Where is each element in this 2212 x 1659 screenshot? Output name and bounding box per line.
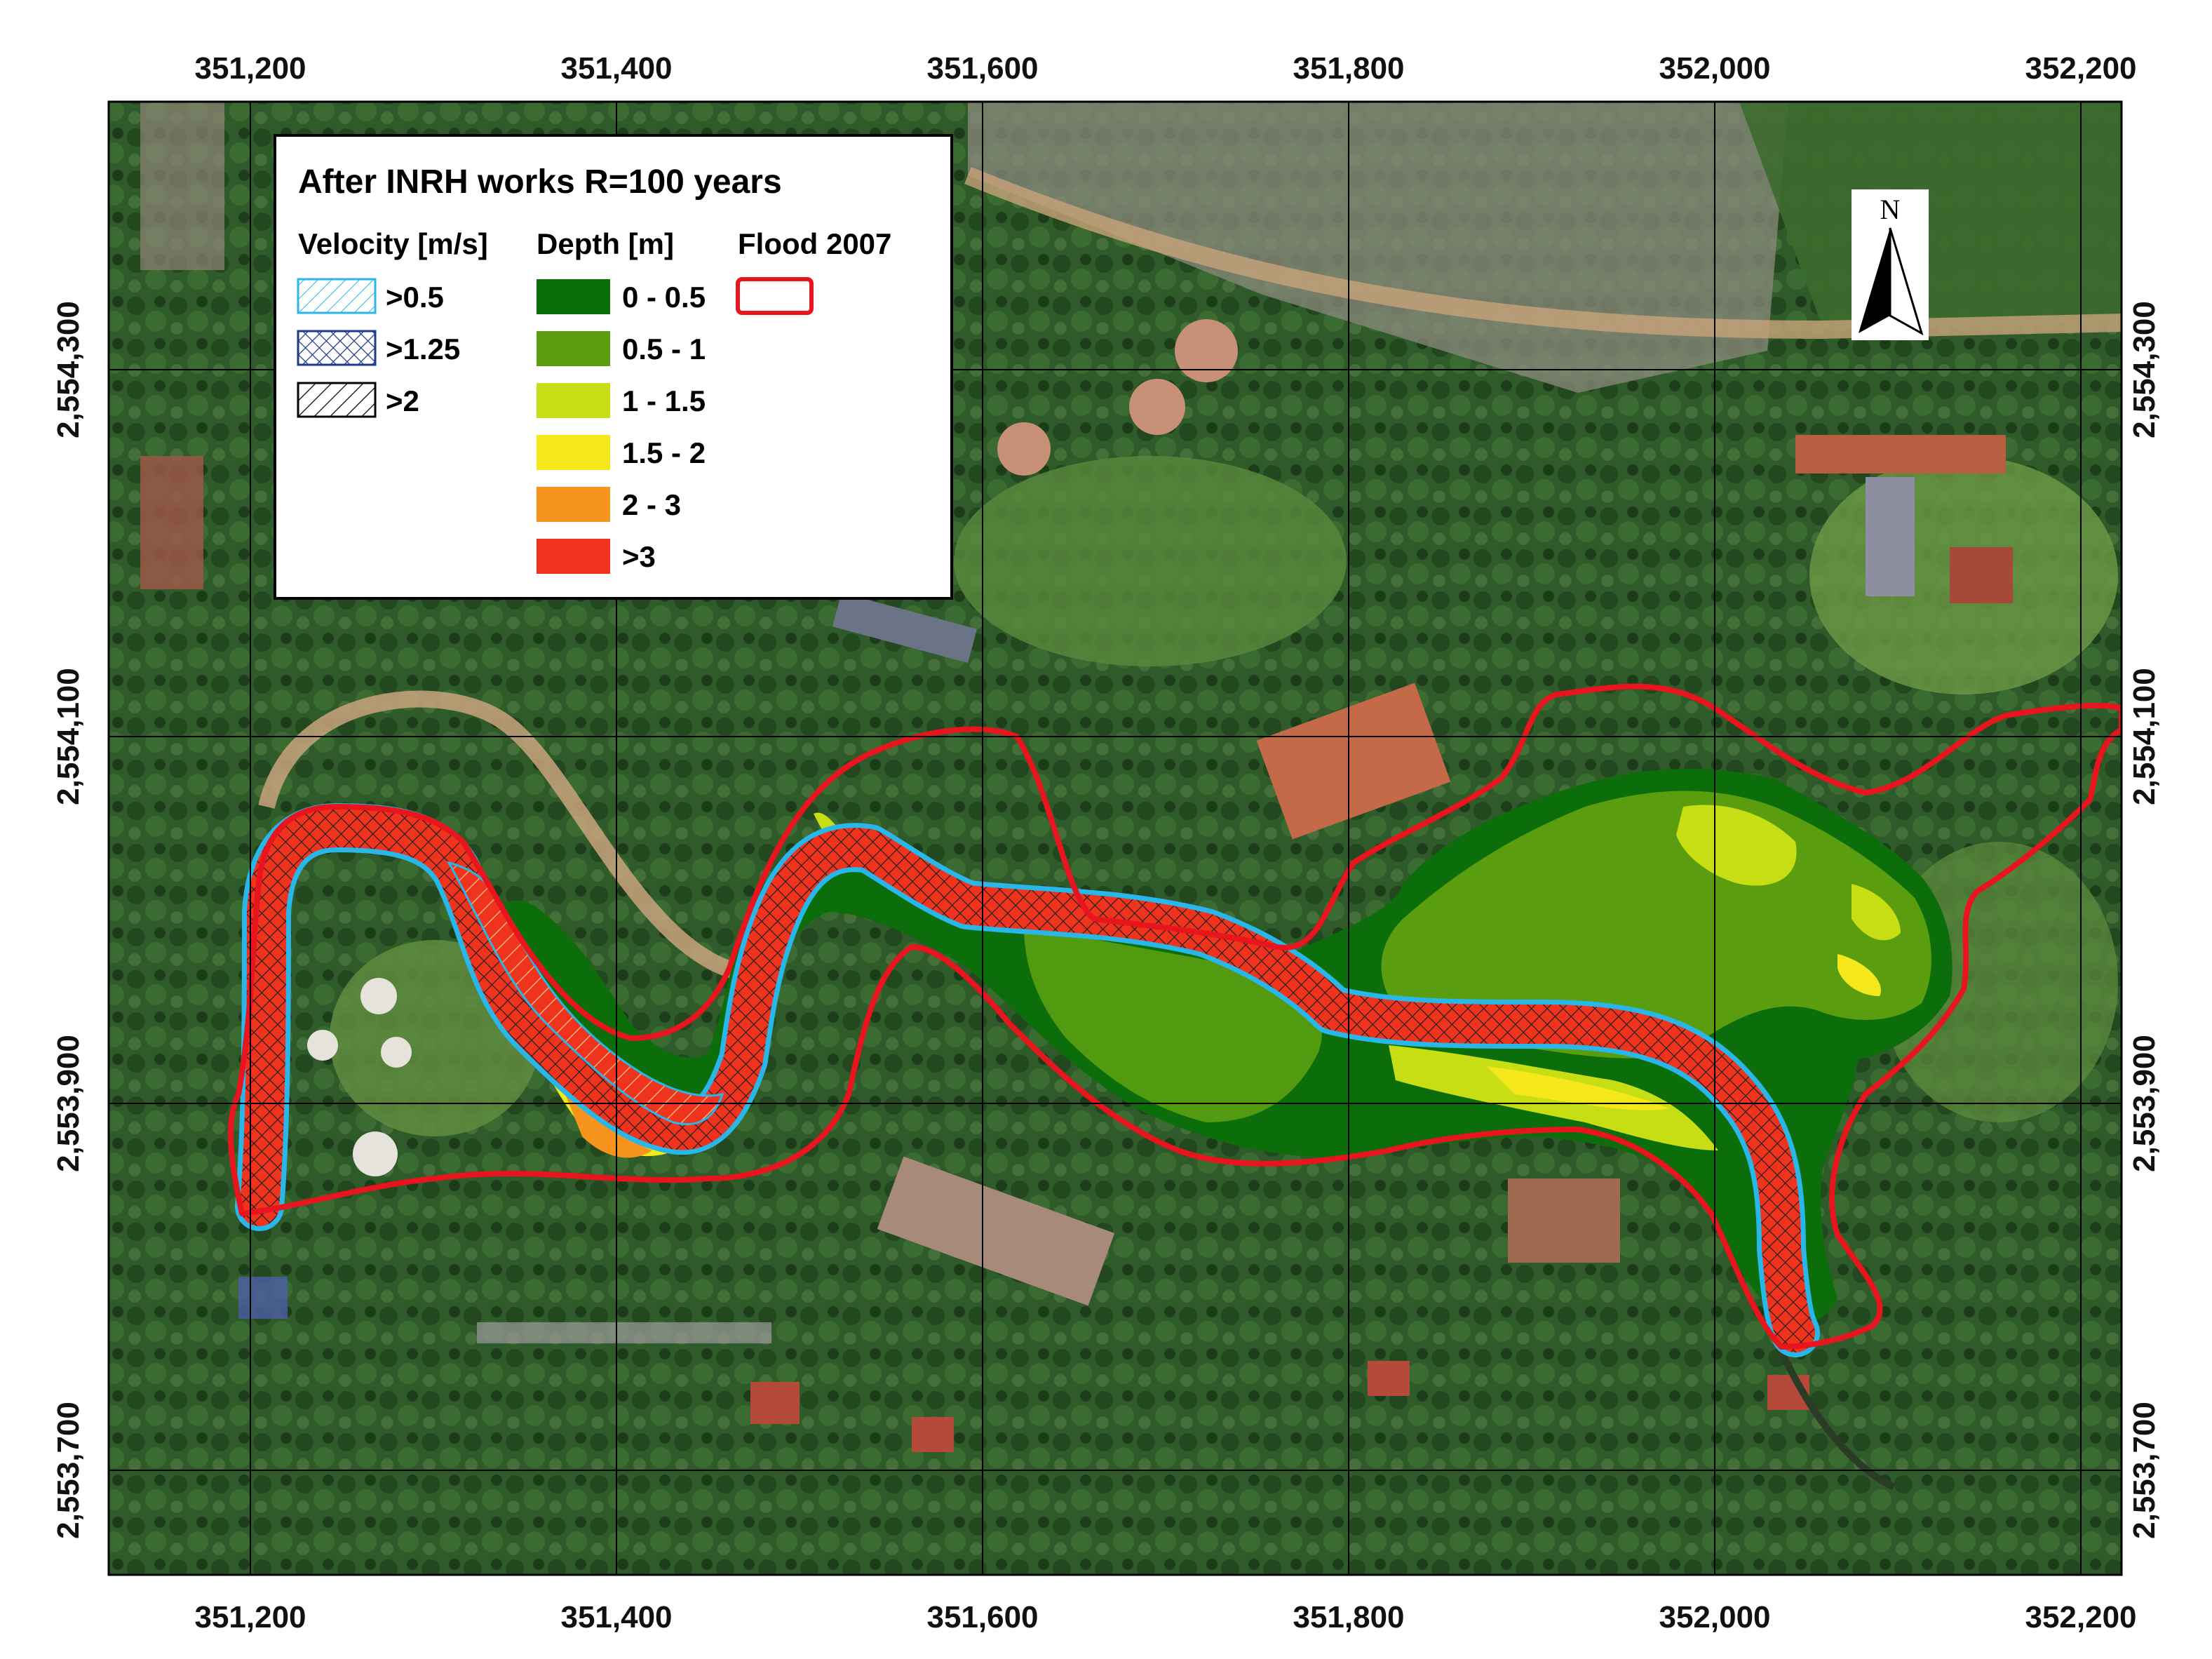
depth-label: 0 - 0.5 (622, 281, 706, 314)
velocity-swatch-diag (297, 382, 377, 418)
depth-swatch (537, 279, 610, 314)
x-tick-label: 352,000 (1659, 51, 1770, 86)
depth-swatch (537, 539, 610, 574)
map-frame (107, 100, 2123, 1576)
depth-swatch (537, 435, 610, 470)
y-tick-label: 2,553,700 (51, 1402, 86, 1539)
x-tick-label: 351,800 (1293, 1600, 1404, 1634)
x-tick-label: 351,200 (194, 51, 306, 86)
velocity-label: >1.25 (386, 333, 460, 365)
flood-2007-outline (227, 683, 2122, 1350)
depth-label: 2 - 3 (622, 488, 681, 521)
velocity-swatch-cross (297, 330, 377, 366)
x-ticks-bottom: 351,200 351,400 351,600 351,800 352,000 … (194, 1600, 2136, 1634)
legend-title: After INRH works R=100 years (298, 163, 782, 201)
depth-swatch (537, 331, 610, 366)
y-tick-label: 2,553,700 (2127, 1402, 2162, 1539)
x-tick-label: 351,200 (194, 1600, 306, 1634)
x-tick-label: 351,800 (1293, 51, 1404, 86)
y-tick-label: 2,554,100 (2127, 668, 2162, 805)
depth-label: >3 (622, 540, 656, 573)
y-tick-label: 2,554,300 (51, 301, 86, 438)
north-arrow: N (1852, 189, 1929, 340)
depth-label: 1 - 1.5 (622, 384, 706, 417)
legend-box (274, 134, 953, 600)
river-channel (235, 803, 1820, 1357)
flood-swatch (736, 277, 814, 315)
legend: After INRH works R=100 years Velocity [m… (274, 134, 953, 600)
y-ticks-left: 2,554,300 2,554,100 2,553,900 2,553,700 (51, 301, 86, 1539)
x-tick-label: 351,400 (560, 51, 672, 86)
x-tick-label: 352,000 (1659, 1600, 1770, 1634)
depth-heading: Depth [m] (537, 227, 674, 260)
depth-label: 1.5 - 2 (622, 436, 706, 469)
depth-swatch (537, 383, 610, 418)
velocity-heading: Velocity [m/s] (298, 227, 488, 260)
x-ticks-top: 351,200 351,400 351,600 351,800 352,000 … (194, 51, 2136, 86)
x-tick-label: 352,200 (2025, 1600, 2136, 1634)
x-tick-label: 351,400 (560, 1600, 672, 1634)
north-arrow-label: N (1880, 194, 1901, 225)
depth-swatch (537, 487, 610, 522)
depth-label: 0.5 - 1 (622, 333, 706, 365)
y-tick-label: 2,553,900 (51, 1035, 86, 1172)
flood-heading: Flood 2007 (738, 227, 891, 260)
x-tick-label: 351,600 (926, 1600, 1038, 1634)
velocity-label: >2 (386, 384, 419, 417)
x-tick-label: 351,600 (926, 51, 1038, 86)
x-tick-label: 352,200 (2025, 51, 2136, 86)
y-tick-label: 2,553,900 (2127, 1035, 2162, 1172)
y-tick-label: 2,554,300 (2127, 301, 2162, 438)
velocity-swatch-fine (297, 278, 377, 314)
y-tick-label: 2,554,100 (51, 668, 86, 805)
y-ticks-right: 2,554,300 2,554,100 2,553,900 2,553,700 (2127, 301, 2162, 1539)
velocity-label: >0.5 (386, 281, 444, 314)
